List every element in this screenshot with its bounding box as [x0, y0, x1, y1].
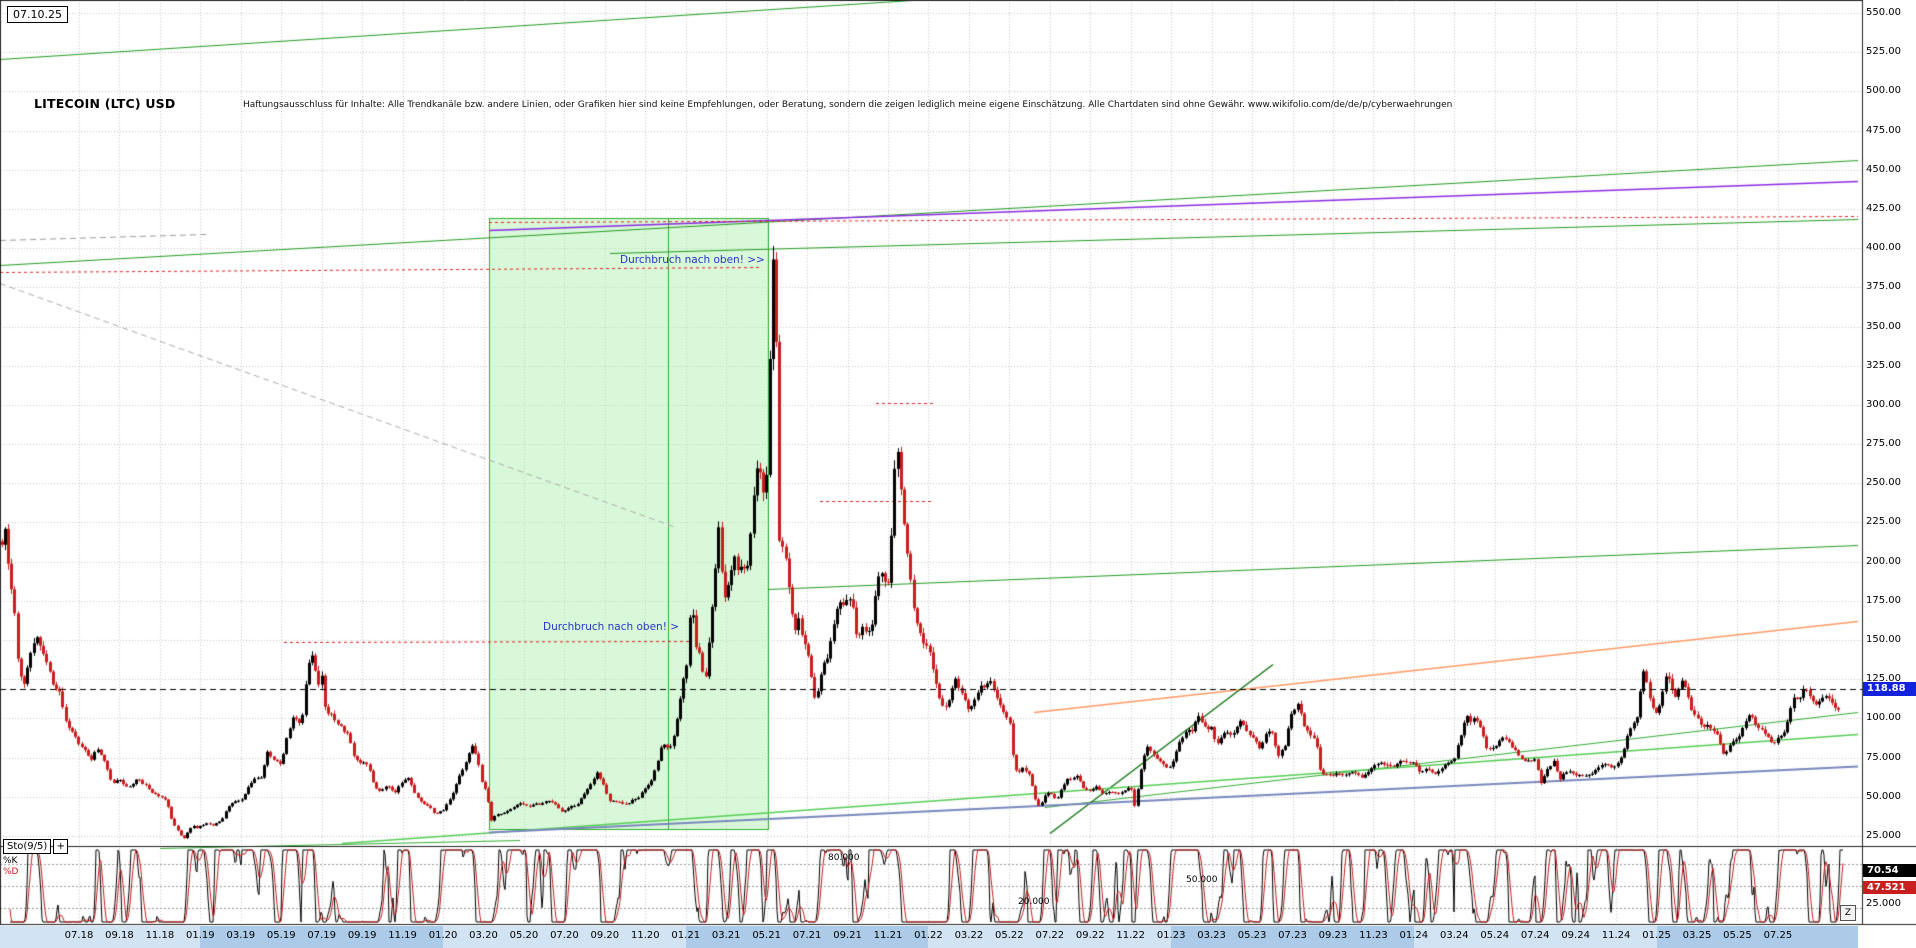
indicator-label[interactable]: Sto(9/5) — [3, 839, 52, 854]
x-axis-year-segment — [1656, 926, 1858, 948]
x-axis-year-segment — [200, 926, 444, 948]
x-axis-label: 09.21 — [833, 930, 862, 941]
x-axis-label: 07.25 — [1763, 930, 1793, 941]
zoom-z-button[interactable]: Z — [1840, 905, 1856, 921]
price-axis-label: 125.00 — [1866, 673, 1901, 685]
breakout-annotation-lower: Durchbruch nach oben! > — [543, 621, 680, 633]
current-price-tag: 118.88 — [1863, 681, 1916, 696]
x-axis-label: 11.18 — [145, 930, 175, 941]
x-axis-label: 09.24 — [1561, 930, 1590, 941]
x-axis-label: 05.22 — [995, 930, 1024, 941]
x-axis-label: 05.20 — [509, 930, 539, 941]
x-axis-label: 09.22 — [1075, 930, 1105, 941]
x-axis-label: 09.23 — [1318, 930, 1348, 941]
x-axis-label: 01.22 — [914, 930, 943, 941]
price-axis-label: 475.00 — [1866, 124, 1901, 136]
x-axis-year-segment — [1171, 926, 1414, 948]
x-axis-label: 01.25 — [1642, 930, 1671, 941]
x-axis-label: 09.20 — [590, 930, 620, 941]
breakout-annotation-upper: Durchbruch nach oben! >> — [620, 254, 765, 266]
x-axis-label: 03.24 — [1439, 930, 1469, 941]
x-axis-label: 07.20 — [550, 930, 579, 941]
x-axis-label: 07.22 — [1035, 930, 1065, 941]
sto-level-label: 80.000 — [828, 853, 860, 864]
x-axis-label: 07.19 — [307, 930, 337, 941]
x-axis-label: 11.19 — [388, 930, 417, 941]
sto-level-label: 50.000 — [1186, 875, 1218, 885]
sto-value-tag: 70.54 — [1863, 864, 1916, 878]
price-axis-label: 150.00 — [1866, 634, 1901, 646]
price-axis-label: 550.00 — [1866, 7, 1901, 18]
x-axis-year-segment — [685, 926, 929, 948]
x-axis-label: 01.19 — [186, 930, 215, 941]
x-axis-label: 05.21 — [752, 930, 781, 941]
x-axis-label: 01.24 — [1399, 930, 1429, 941]
x-axis-label: 11.23 — [1359, 930, 1388, 941]
price-axis-label: 100.00 — [1866, 712, 1901, 724]
x-axis-label: 03.20 — [469, 930, 498, 941]
x-axis-label: 09.18 — [105, 930, 134, 941]
x-axis-label: 11.22 — [1116, 930, 1146, 941]
price-axis-label: 425.00 — [1866, 202, 1901, 214]
percent-k-label: %K — [3, 856, 18, 866]
x-axis-label: 07.18 — [64, 930, 94, 941]
x-axis-label: 09.19 — [347, 930, 377, 941]
price-axis-label: 375.00 — [1866, 281, 1901, 293]
price-axis-label: 400.00 — [1866, 242, 1901, 254]
date-box: 07.10.25 — [7, 6, 68, 23]
x-axis-label: 03.21 — [711, 930, 741, 941]
price-axis-label: 200.00 — [1866, 555, 1901, 567]
x-axis-label: 01.23 — [1156, 930, 1186, 941]
price-axis-label: 350.00 — [1866, 320, 1901, 332]
price-axis-label: 75.000 — [1866, 751, 1901, 763]
x-axis-label: 03.25 — [1682, 930, 1712, 941]
x-axis-label: 11.24 — [1601, 930, 1631, 941]
sto-value-tag: 25.000 — [1866, 898, 1901, 909]
x-axis-label: 01.21 — [671, 930, 701, 941]
x-axis-year-segment — [0, 926, 201, 948]
x-axis-year-segment — [1413, 926, 1657, 948]
chart-title: LITECOIN (LTC) USD — [34, 96, 176, 111]
x-axis-label: 03.23 — [1197, 930, 1226, 941]
percent-d-label: %D — [3, 867, 19, 877]
price-axis-label: 500.00 — [1866, 85, 1901, 97]
x-axis-label: 03.22 — [954, 930, 984, 941]
x-axis-year-segment — [443, 926, 686, 948]
x-axis-label: 03.19 — [226, 930, 256, 941]
indicator-header: Sto(9/5) + — [3, 839, 69, 854]
x-axis-label: 05.25 — [1723, 930, 1752, 941]
x-axis-label: 05.19 — [266, 930, 296, 941]
x-axis-label: 01.20 — [428, 930, 458, 941]
sto-value-tag: 47.521 — [1863, 880, 1916, 894]
price-axis-label: 250.00 — [1866, 477, 1901, 489]
price-axis-label: 175.00 — [1866, 594, 1901, 606]
x-axis-label: 07.23 — [1278, 930, 1307, 941]
price-axis-label: 450.00 — [1866, 163, 1901, 175]
x-axis-label: 07.24 — [1520, 930, 1550, 941]
x-axis-label: 05.24 — [1480, 930, 1510, 941]
disclaimer-text: Haftungsausschluss für Inhalte: Alle Tre… — [243, 100, 1453, 110]
x-axis-label: 07.21 — [792, 930, 822, 941]
price-axis-label: 275.00 — [1866, 438, 1901, 450]
price-axis-label: 525.00 — [1866, 46, 1901, 58]
x-axis-strip: 07.18 09.18 11.18 01.19 03.19 05.19 07.19 09.19… — [0, 926, 1858, 948]
price-axis-label: 325.00 — [1866, 359, 1901, 371]
price-axis-label: 225.00 — [1866, 516, 1901, 528]
x-axis-label: 11.21 — [873, 930, 903, 941]
x-axis-label: 05.23 — [1237, 930, 1267, 941]
price-axis-label: 300.00 — [1866, 398, 1901, 410]
indicator-expand-button[interactable]: + — [53, 839, 69, 854]
price-axis-label: 25.000 — [1866, 830, 1901, 841]
x-axis-year-segment — [928, 926, 1172, 948]
sto-level-label: 20.000 — [1018, 896, 1050, 907]
x-axis-label: 11.20 — [630, 930, 660, 941]
price-axis-label: 50.000 — [1866, 790, 1901, 802]
